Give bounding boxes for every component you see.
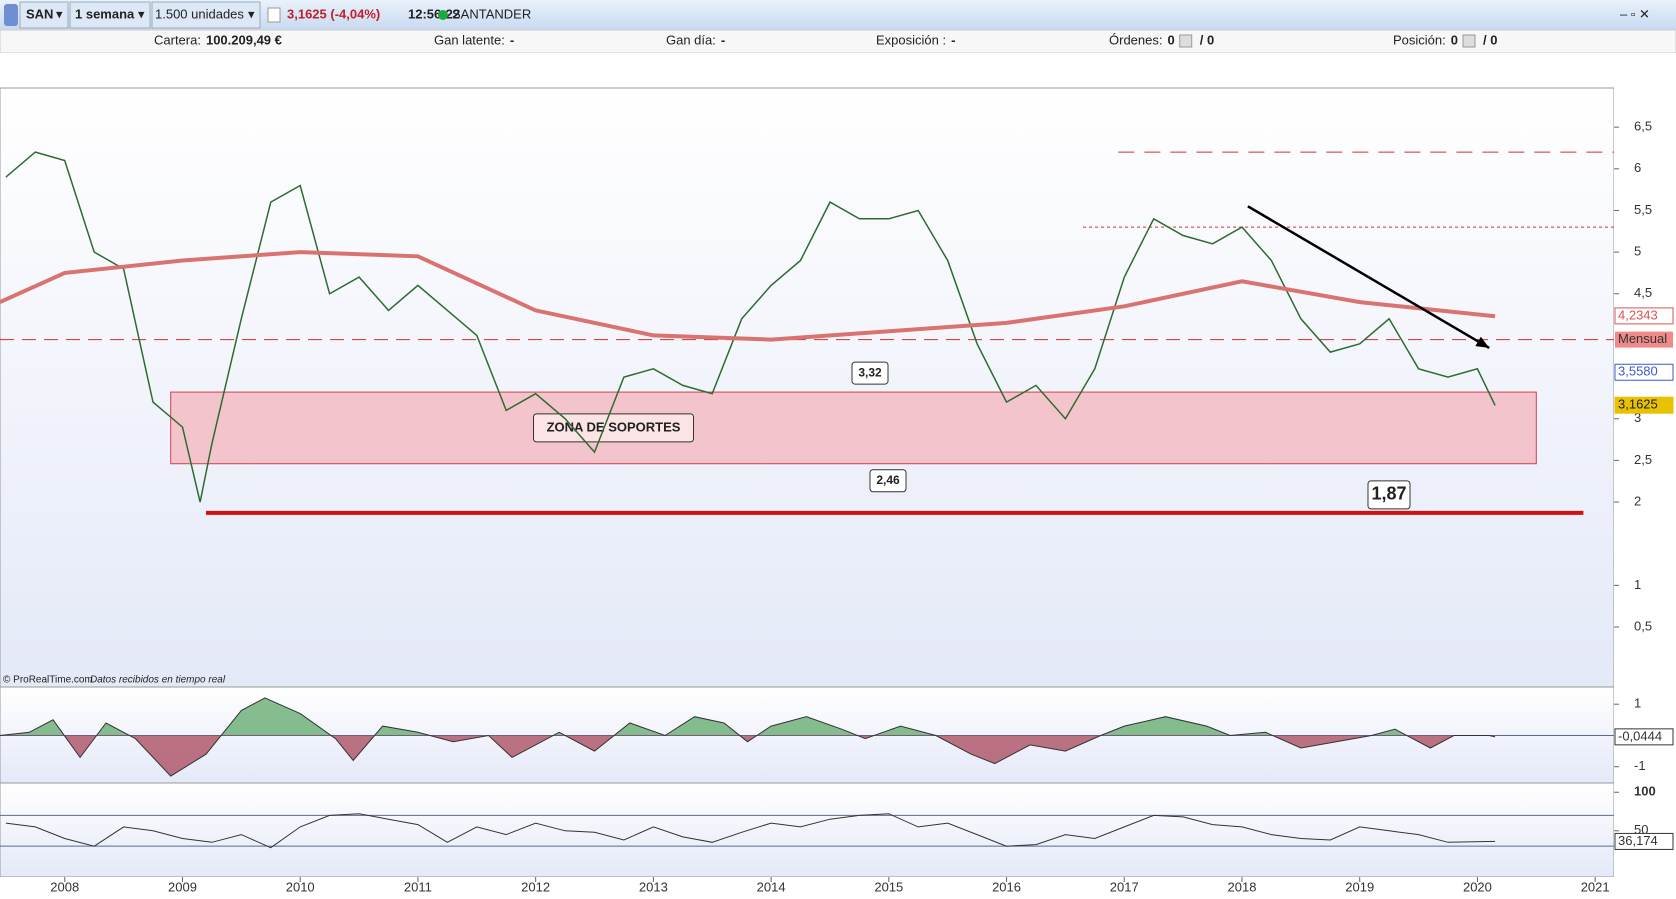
monthly-tag-label: Mensual — [1618, 331, 1667, 346]
x-tick-label: 2008 — [50, 879, 79, 894]
x-tick-label: 2017 — [1110, 879, 1139, 894]
status-dot — [438, 10, 448, 20]
x-tick-label: 2016 — [992, 879, 1021, 894]
x-tick-label: 2021 — [1581, 879, 1610, 894]
x-tick-label: 2010 — [286, 879, 315, 894]
account-value: 100.209,49 € — [206, 32, 282, 47]
zone-label: ZONA DE SOPORTES — [547, 419, 681, 434]
x-tick-label: 2011 — [404, 879, 432, 894]
y-tick-label: 3 — [1634, 410, 1641, 425]
account-label: Gan día: — [666, 32, 716, 47]
support-zone — [170, 391, 1537, 465]
arrow-head — [1475, 336, 1490, 348]
y-tick-label: 2,5 — [1634, 452, 1652, 467]
zone-bottom-label: 2,46 — [876, 473, 900, 487]
zone-top-label: 3,32 — [858, 365, 882, 379]
x-tick-label: 2020 — [1463, 879, 1492, 894]
value-tag-label: 3,5580 — [1618, 364, 1658, 379]
header-space — [0, 53, 1614, 88]
account-value: 0 — [1451, 32, 1458, 47]
top-label-box — [851, 361, 889, 385]
account-value: - — [951, 32, 955, 47]
support-label: 1,87 — [1371, 484, 1406, 504]
source: © ProRealTime.com — [3, 675, 93, 686]
source-note: Datos recibidos en tiempo real — [90, 675, 226, 686]
y-tick-label: 6 — [1634, 160, 1641, 175]
x-tick-label: 2018 — [1228, 879, 1257, 894]
value-tag-label: -0,0444 — [1618, 728, 1662, 743]
bottom-label-box — [869, 469, 907, 493]
window-controls[interactable]: – ▫ ✕ — [1620, 6, 1650, 21]
account-label: Órdenes: — [1109, 32, 1162, 47]
caret[interactable]: ▾ — [248, 6, 255, 21]
line — [0, 250, 1496, 342]
x-tick-label: 2013 — [639, 879, 668, 894]
y-tick-label: 5 — [1634, 244, 1641, 259]
quantity-select[interactable] — [151, 1, 261, 29]
symbol[interactable]: SAN — [26, 6, 53, 21]
value-tag-label: 3,1625 — [1618, 397, 1658, 412]
instrument-name: SANTANDER — [452, 6, 531, 21]
rsi-panel — [0, 782, 1615, 878]
line — [5, 151, 1496, 503]
line — [5, 813, 1496, 849]
account-label: Cartera: — [154, 32, 201, 47]
account-value: 0 — [1167, 32, 1174, 47]
account-label: Gan latente: — [434, 32, 505, 47]
value-tag — [1614, 396, 1674, 414]
right-axis — [1614, 53, 1676, 899]
support-label-box — [1367, 480, 1411, 510]
monthly-tag — [1615, 331, 1673, 348]
positive-area — [4, 697, 1406, 735]
x-tick-label: 2009 — [168, 879, 197, 894]
time-axis — [0, 877, 1676, 899]
account-extra: / 0 — [1200, 32, 1214, 47]
y-tick-label: 4,5 — [1634, 285, 1652, 300]
y-tick-label: 6,5 — [1634, 119, 1652, 134]
x-tick-label: 2019 — [1345, 879, 1374, 894]
y-tick-label: 1 — [1634, 696, 1641, 711]
account-value: - — [510, 32, 514, 47]
quantity[interactable]: 1.500 unidades — [155, 6, 244, 21]
period-select[interactable] — [69, 1, 151, 29]
y-tick-label: 1 — [1634, 577, 1641, 592]
detail-icon[interactable] — [1462, 34, 1476, 48]
caret[interactable]: ▾ — [56, 6, 63, 21]
value-tag — [1614, 307, 1674, 325]
zone-label-box — [533, 413, 695, 443]
price-panel — [0, 87, 1615, 688]
value-tag — [1614, 728, 1674, 746]
y-tick-label: 0,5 — [1634, 618, 1652, 633]
negative-area — [0, 735, 1496, 777]
y-tick-label: 100 — [1634, 784, 1656, 799]
period[interactable]: 1 semana — [75, 6, 135, 21]
account-extra: / 0 — [1483, 32, 1497, 47]
oscillator-line — [0, 697, 1496, 777]
account-label: Exposición : — [876, 32, 946, 47]
app-icon[interactable] — [4, 4, 18, 26]
last-price: 3,1625 (-4,04%) — [287, 6, 380, 21]
account-value: - — [721, 32, 725, 47]
x-tick-label: 2015 — [874, 879, 903, 894]
y-tick-label: 2 — [1634, 493, 1641, 508]
caret[interactable]: ▾ — [138, 6, 145, 21]
info-icon[interactable] — [267, 7, 281, 23]
value-tag — [1614, 363, 1674, 381]
account-label: Posición: — [1393, 32, 1446, 47]
value-tag — [1614, 832, 1674, 850]
y-tick-label: 5,5 — [1634, 202, 1652, 217]
value-tag-label: 36,174 — [1618, 833, 1658, 848]
symbol-select[interactable] — [19, 1, 69, 29]
trend-arrow — [1247, 205, 1490, 350]
x-tick-label: 2014 — [757, 879, 786, 894]
detail-icon[interactable] — [1179, 34, 1193, 48]
y-tick-label: -1 — [1634, 758, 1646, 773]
x-tick-label: 2012 — [521, 879, 550, 894]
value-tag-label: 4,2343 — [1618, 307, 1658, 322]
